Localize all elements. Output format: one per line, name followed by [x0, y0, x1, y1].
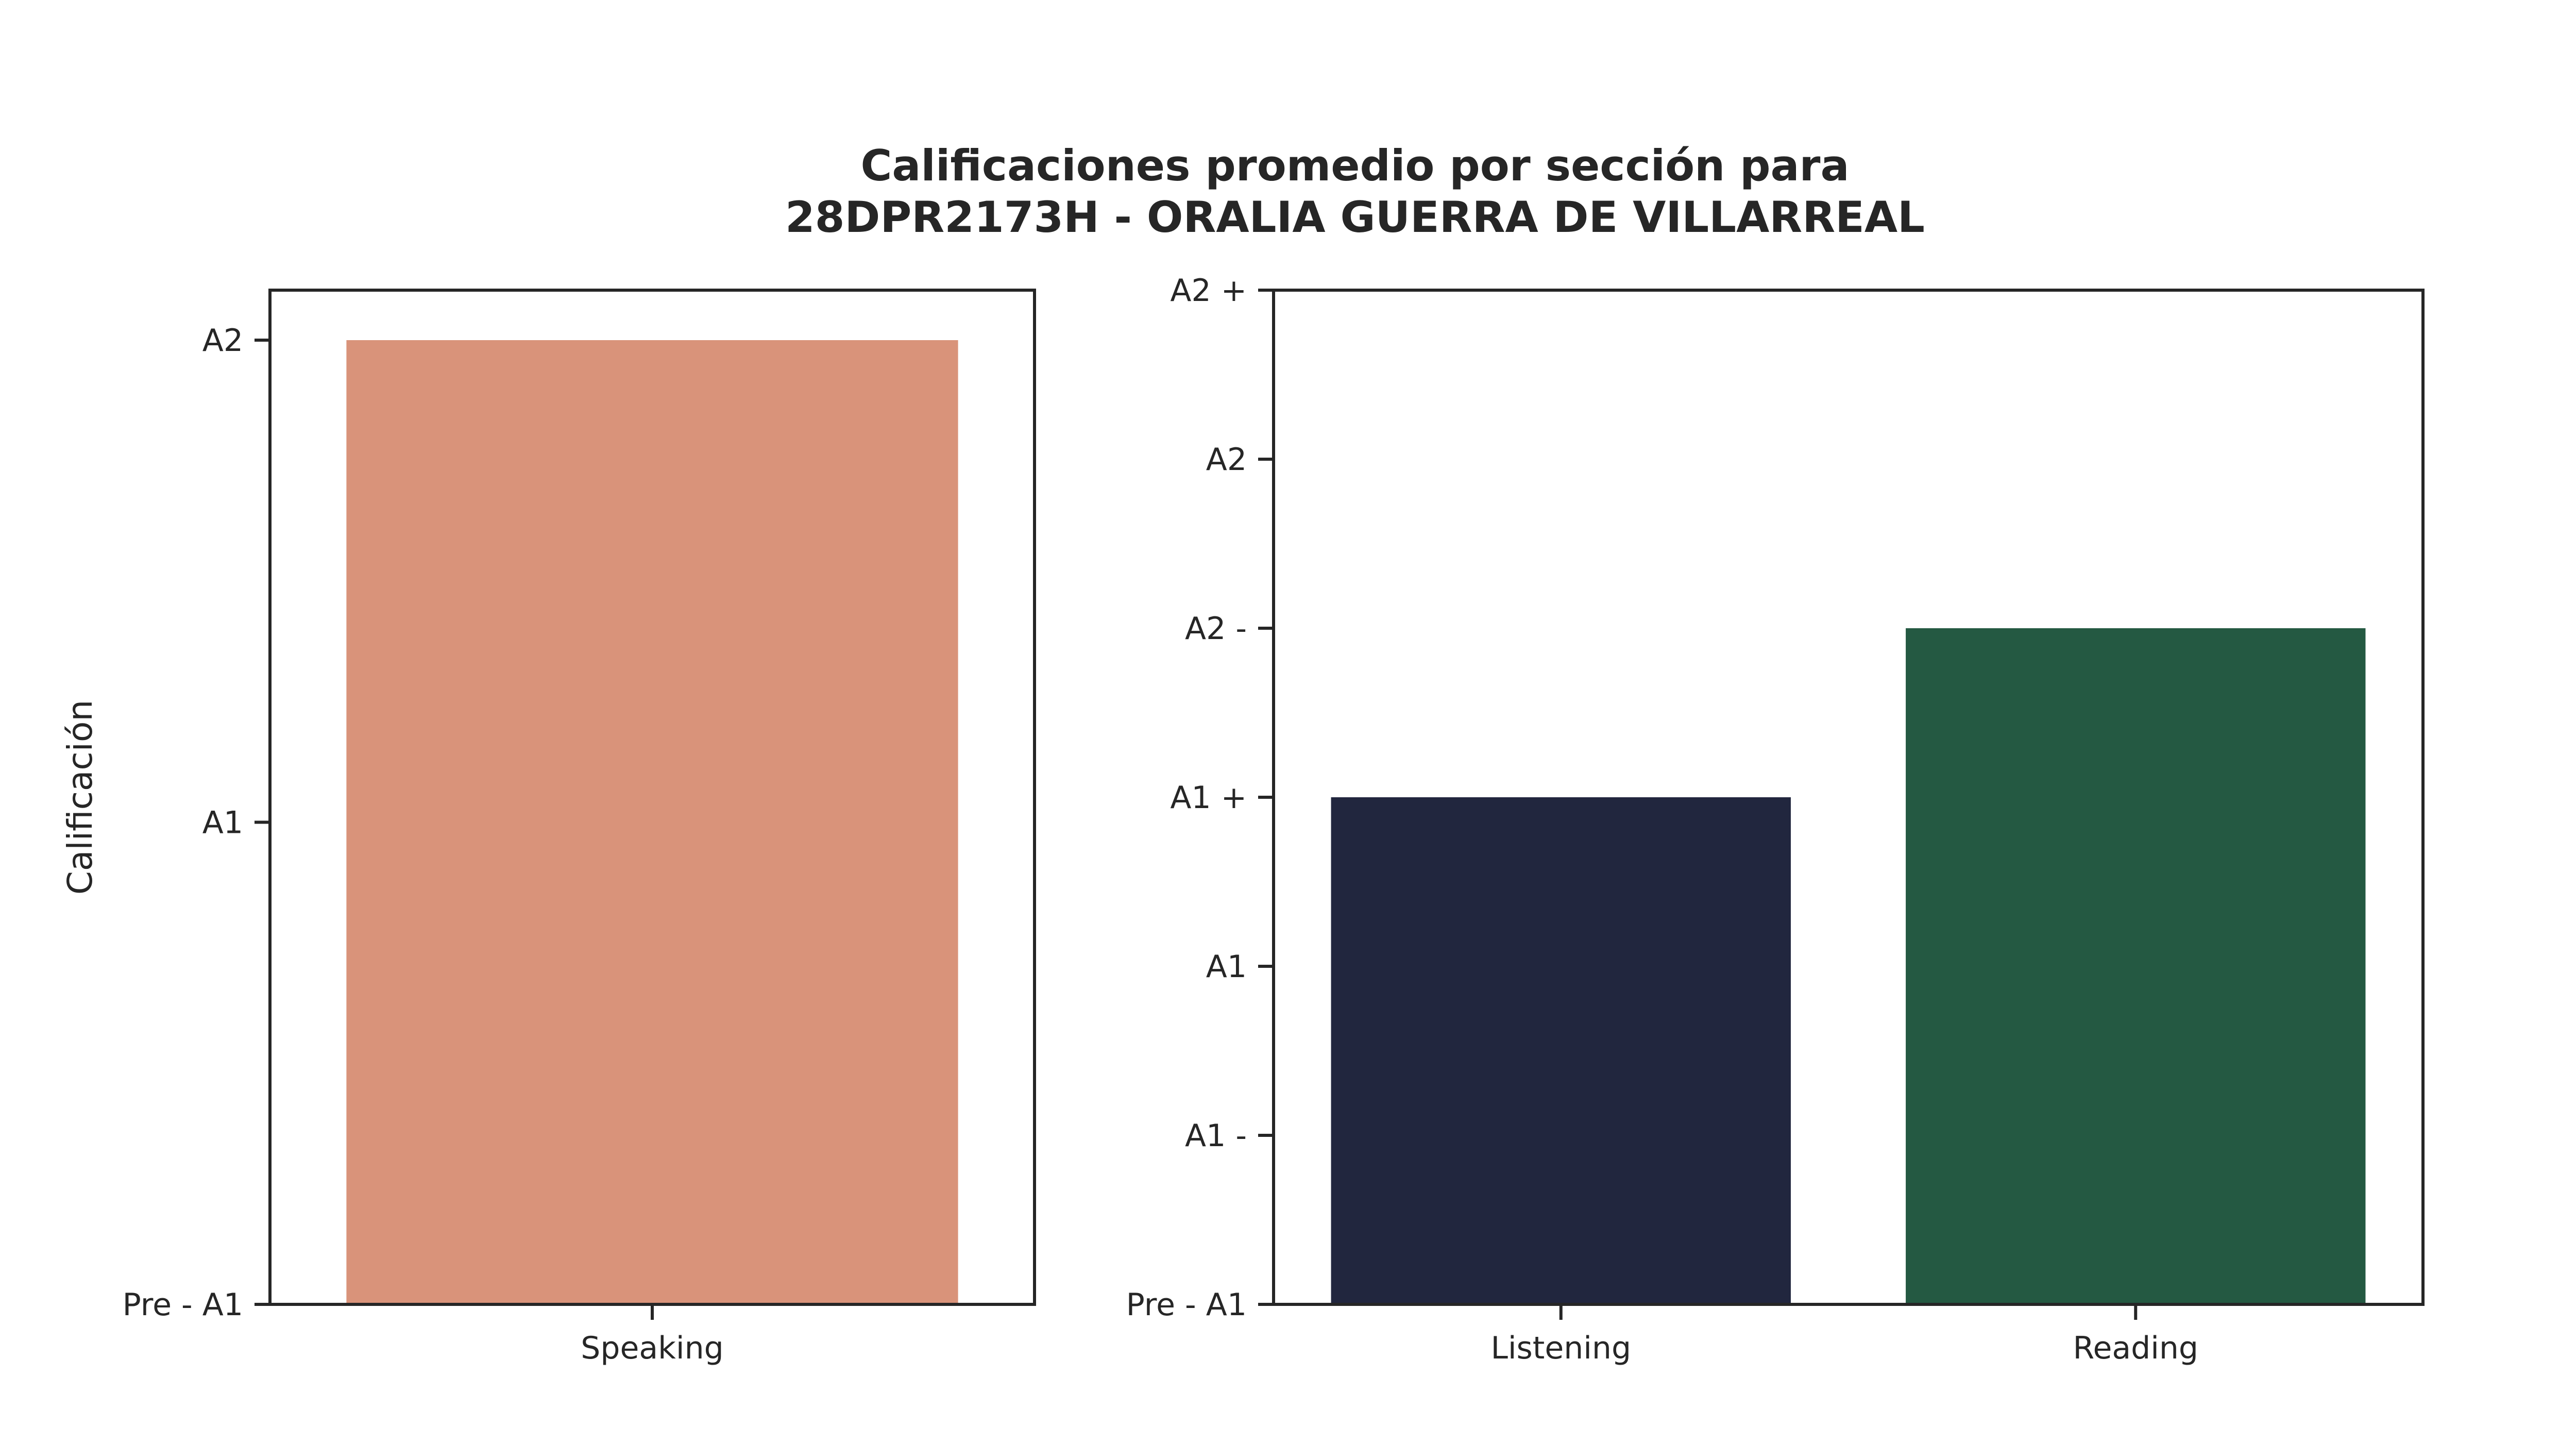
plot-frame: [268, 289, 1036, 1306]
chart-title-line-1: Calificaciones promedio por sección para: [860, 141, 1849, 191]
y-tick-label-a2: A2 -: [1185, 611, 1247, 647]
y-tick-label-a2: A2: [202, 323, 243, 359]
bar-speaking: [346, 340, 958, 1304]
bar-reading: [1906, 628, 2366, 1304]
y-tick-label-a1: A1: [1206, 949, 1247, 985]
x-tick-label-speaking: Speaking: [581, 1330, 723, 1366]
y-tick-label-pre-a1: Pre - A1: [1126, 1287, 1247, 1323]
y-tick-label-a2: A2: [1206, 442, 1247, 478]
x-tick-label-reading: Reading: [2073, 1330, 2198, 1366]
chart-title-line-2: 28DPR2173H - ORALIA GUERRA DE VILLARREAL: [785, 192, 1925, 242]
y-tick-label-a1: A1 +: [1170, 780, 1247, 816]
y-tick-label-a1: A1 -: [1185, 1118, 1247, 1154]
y-tick-label-a2: A2 +: [1170, 273, 1247, 309]
panel-speaking: Speaking Pre - A1 A1 A2 Calificación: [60, 289, 1036, 1366]
y-tick-label-a1: A1: [202, 805, 243, 841]
bar-listening: [1331, 797, 1791, 1304]
x-tick-label-listening: Listening: [1490, 1330, 1631, 1366]
y-axis-label: Calificación: [60, 700, 100, 895]
panel-listening-reading: Listening Reading Pre - A1 A1 - A1 A1 + A2 - A2…: [1126, 273, 2425, 1366]
y-tick-label-pre-a1: Pre - A1: [123, 1287, 243, 1323]
